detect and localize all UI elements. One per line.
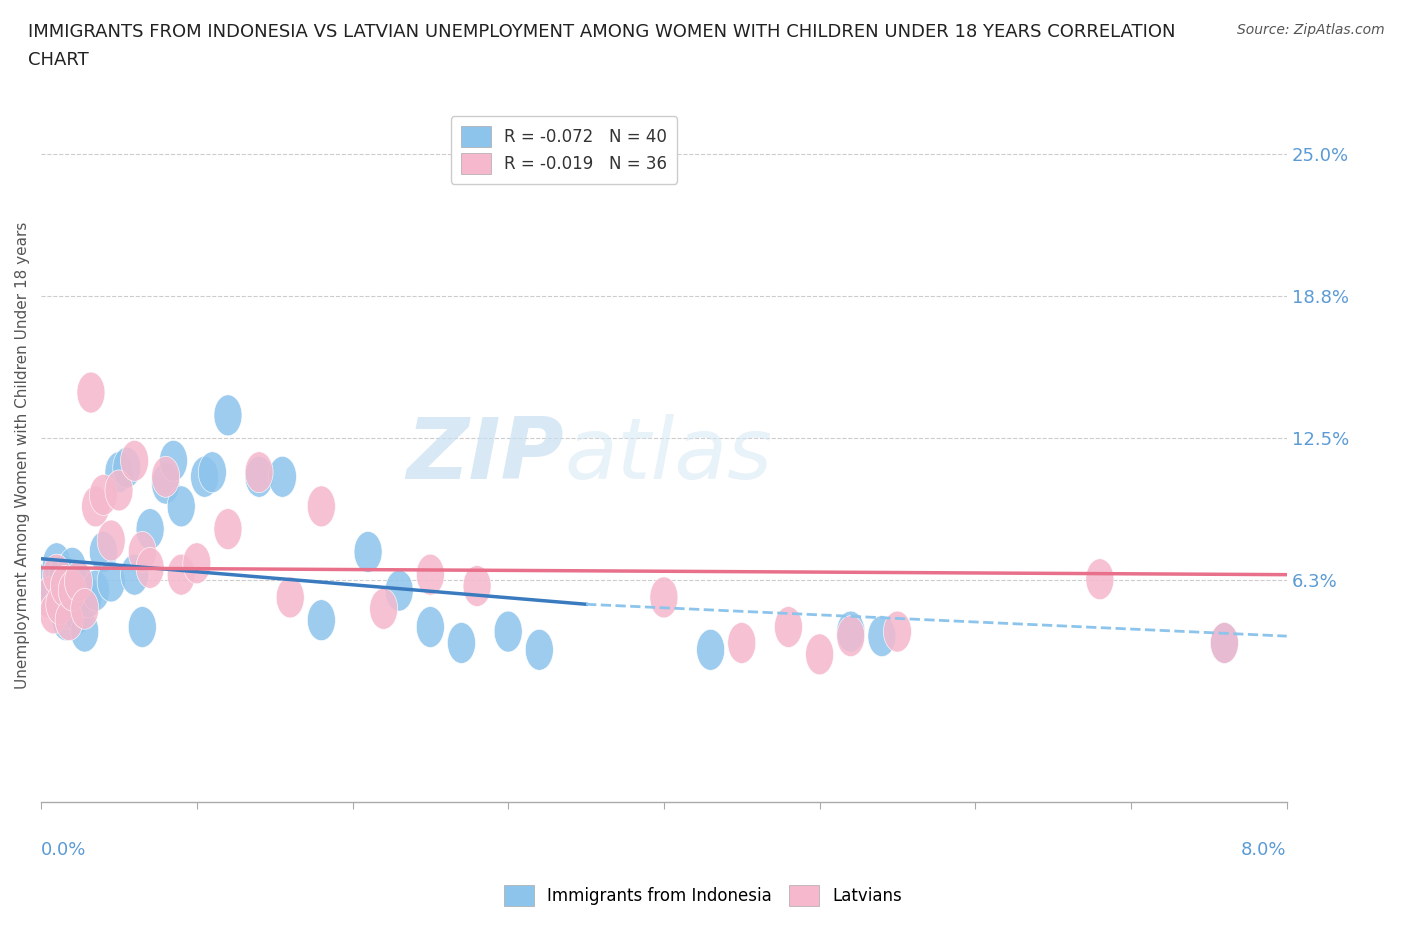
Ellipse shape xyxy=(308,600,336,641)
Text: CHART: CHART xyxy=(28,51,89,69)
Ellipse shape xyxy=(167,485,195,527)
Ellipse shape xyxy=(52,600,80,641)
Ellipse shape xyxy=(416,606,444,647)
Ellipse shape xyxy=(308,485,336,527)
Ellipse shape xyxy=(49,554,77,595)
Ellipse shape xyxy=(39,593,67,634)
Ellipse shape xyxy=(73,577,101,618)
Text: ZIP: ZIP xyxy=(406,414,564,497)
Ellipse shape xyxy=(97,520,125,561)
Ellipse shape xyxy=(121,441,149,482)
Ellipse shape xyxy=(70,589,98,630)
Ellipse shape xyxy=(416,554,444,595)
Text: 8.0%: 8.0% xyxy=(1241,842,1286,859)
Ellipse shape xyxy=(97,561,125,602)
Ellipse shape xyxy=(152,457,180,498)
Ellipse shape xyxy=(35,561,63,602)
Ellipse shape xyxy=(354,531,382,572)
Ellipse shape xyxy=(51,565,79,606)
Ellipse shape xyxy=(494,611,522,652)
Ellipse shape xyxy=(526,630,554,671)
Ellipse shape xyxy=(46,584,73,625)
Ellipse shape xyxy=(245,457,273,498)
Ellipse shape xyxy=(65,561,93,602)
Ellipse shape xyxy=(58,548,86,589)
Ellipse shape xyxy=(46,577,73,618)
Ellipse shape xyxy=(837,611,865,652)
Ellipse shape xyxy=(35,577,63,618)
Ellipse shape xyxy=(70,611,98,652)
Ellipse shape xyxy=(572,122,600,163)
Ellipse shape xyxy=(136,548,165,589)
Ellipse shape xyxy=(39,570,67,611)
Ellipse shape xyxy=(90,474,118,515)
Ellipse shape xyxy=(55,589,83,630)
Text: Source: ZipAtlas.com: Source: ZipAtlas.com xyxy=(1237,23,1385,37)
Ellipse shape xyxy=(245,452,273,493)
Legend: R = -0.072   N = 40, R = -0.019   N = 36: R = -0.072 N = 40, R = -0.019 N = 36 xyxy=(451,116,678,183)
Ellipse shape xyxy=(269,457,297,498)
Ellipse shape xyxy=(136,509,165,550)
Ellipse shape xyxy=(650,577,678,618)
Ellipse shape xyxy=(167,554,195,595)
Ellipse shape xyxy=(1211,622,1239,663)
Ellipse shape xyxy=(883,611,911,652)
Ellipse shape xyxy=(159,441,187,482)
Ellipse shape xyxy=(67,565,96,606)
Ellipse shape xyxy=(276,577,304,618)
Ellipse shape xyxy=(728,622,756,663)
Ellipse shape xyxy=(868,616,896,657)
Ellipse shape xyxy=(837,616,865,657)
Ellipse shape xyxy=(128,531,156,572)
Ellipse shape xyxy=(65,593,93,634)
Ellipse shape xyxy=(447,622,475,663)
Ellipse shape xyxy=(806,634,834,675)
Ellipse shape xyxy=(191,457,218,498)
Ellipse shape xyxy=(775,606,803,647)
Ellipse shape xyxy=(1085,559,1114,600)
Ellipse shape xyxy=(42,554,70,595)
Ellipse shape xyxy=(214,395,242,436)
Ellipse shape xyxy=(198,452,226,493)
Ellipse shape xyxy=(90,531,118,572)
Ellipse shape xyxy=(385,570,413,611)
Ellipse shape xyxy=(183,543,211,584)
Ellipse shape xyxy=(105,470,134,511)
Text: IMMIGRANTS FROM INDONESIA VS LATVIAN UNEMPLOYMENT AMONG WOMEN WITH CHILDREN UNDE: IMMIGRANTS FROM INDONESIA VS LATVIAN UNE… xyxy=(28,23,1175,41)
Ellipse shape xyxy=(128,606,156,647)
Ellipse shape xyxy=(1211,622,1239,663)
Ellipse shape xyxy=(463,565,491,606)
Legend: Immigrants from Indonesia, Latvians: Immigrants from Indonesia, Latvians xyxy=(498,879,908,912)
Ellipse shape xyxy=(82,485,110,527)
Ellipse shape xyxy=(42,543,70,584)
Ellipse shape xyxy=(214,509,242,550)
Text: 0.0%: 0.0% xyxy=(41,842,87,859)
Ellipse shape xyxy=(152,463,180,504)
Ellipse shape xyxy=(121,554,149,595)
Ellipse shape xyxy=(105,452,134,493)
Y-axis label: Unemployment Among Women with Children Under 18 years: Unemployment Among Women with Children U… xyxy=(15,221,30,689)
Ellipse shape xyxy=(58,570,86,611)
Ellipse shape xyxy=(696,630,724,671)
Ellipse shape xyxy=(62,584,90,625)
Text: atlas: atlas xyxy=(564,414,772,497)
Ellipse shape xyxy=(77,372,105,413)
Ellipse shape xyxy=(370,589,398,630)
Ellipse shape xyxy=(112,447,141,488)
Ellipse shape xyxy=(82,570,110,611)
Ellipse shape xyxy=(55,600,83,641)
